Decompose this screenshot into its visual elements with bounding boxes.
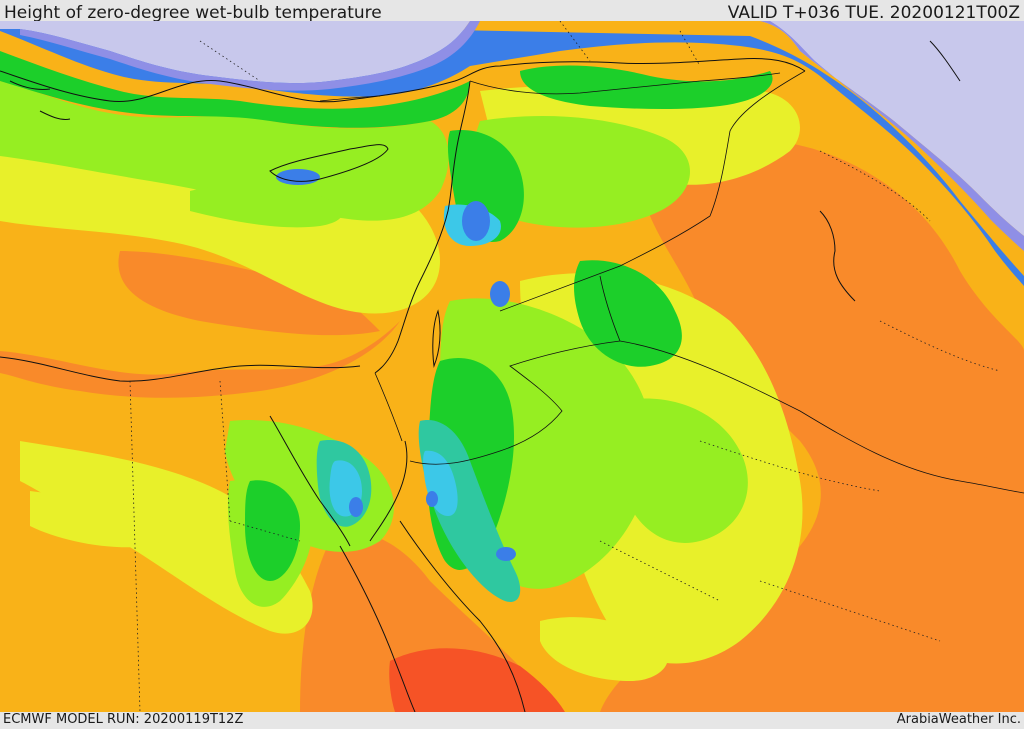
- header-bar: Height of zero-degree wet-bulb temperatu…: [0, 0, 1024, 23]
- coast-levant: [374, 80, 471, 374]
- border-turkey-syria: [469, 72, 781, 95]
- green-sinai-south: [245, 480, 300, 581]
- orange-arabia-east: [600, 140, 1024, 712]
- green-east-jordan: [574, 260, 682, 367]
- valid-time: VALID T+036 TUE. 20200121T00Z: [727, 3, 1020, 23]
- border-syria-iraq: [499, 70, 806, 312]
- model-run-label: ECMWF MODEL RUN: 20200119T12Z: [3, 712, 244, 727]
- blue-saudi-spot: [496, 547, 516, 561]
- field-lowest: [0, 21, 1024, 236]
- lime-syria-central: [470, 116, 690, 228]
- blue-hermon: [490, 281, 510, 307]
- lime-north-sea: [0, 81, 449, 221]
- coast-arabia-west: [399, 520, 526, 712]
- coast-caspian: [929, 40, 961, 82]
- coast-aqaba: [369, 440, 408, 542]
- admin-iraq: [819, 150, 1001, 372]
- weather-map: [0, 21, 1024, 712]
- green-north-coast: [0, 51, 470, 128]
- blue-lebanon: [462, 201, 490, 241]
- coast-egypt: [0, 356, 361, 382]
- green-syria-north: [520, 65, 773, 110]
- coast-redsea-main: [339, 545, 416, 712]
- yellow-libya-patch: [30, 491, 165, 548]
- admin-egypt: [129, 380, 301, 712]
- internal-borders: [129, 21, 1001, 712]
- border-saudi-iraq: [619, 340, 1024, 494]
- blue-sinai-peak: [349, 497, 363, 517]
- coast-turkey: [0, 58, 806, 103]
- coast-aegean-islands: [9, 80, 71, 120]
- border-jordan-iraq: [599, 275, 621, 342]
- map-canvas: [0, 21, 1024, 712]
- lime-saudi-inland: [614, 398, 748, 543]
- credit-label: ArabiaWeather Inc.: [896, 712, 1021, 727]
- coast-cyprus: [269, 144, 389, 182]
- coast-dead-sea: [432, 309, 441, 368]
- map-title: Height of zero-degree wet-bulb temperatu…: [4, 3, 382, 23]
- border-jordan-saudi: [409, 340, 621, 465]
- yellow-nw-saudi: [540, 617, 669, 681]
- field-lowest-aegean: [0, 21, 470, 84]
- coastlines: [0, 40, 961, 712]
- orange-levant-sea: [118, 251, 380, 336]
- borders: [319, 70, 1024, 494]
- coast-gulf: [819, 210, 856, 302]
- admin-turkey: [199, 21, 701, 82]
- admin-saudi: [599, 440, 941, 642]
- border-sinai-egypt: [319, 95, 381, 102]
- border-egypt-israel: [374, 372, 403, 442]
- blue-cyprus: [276, 169, 320, 185]
- blue-rift-spot: [426, 491, 438, 507]
- orange-egypt-coast: [0, 321, 400, 398]
- footer-bar: ECMWF MODEL RUN: 20200119T12Z ArabiaWeat…: [0, 712, 1024, 729]
- lime-cyprus-south: [190, 185, 343, 228]
- field-very-low-aegean: [20, 21, 480, 91]
- coast-redsea-west: [269, 415, 351, 547]
